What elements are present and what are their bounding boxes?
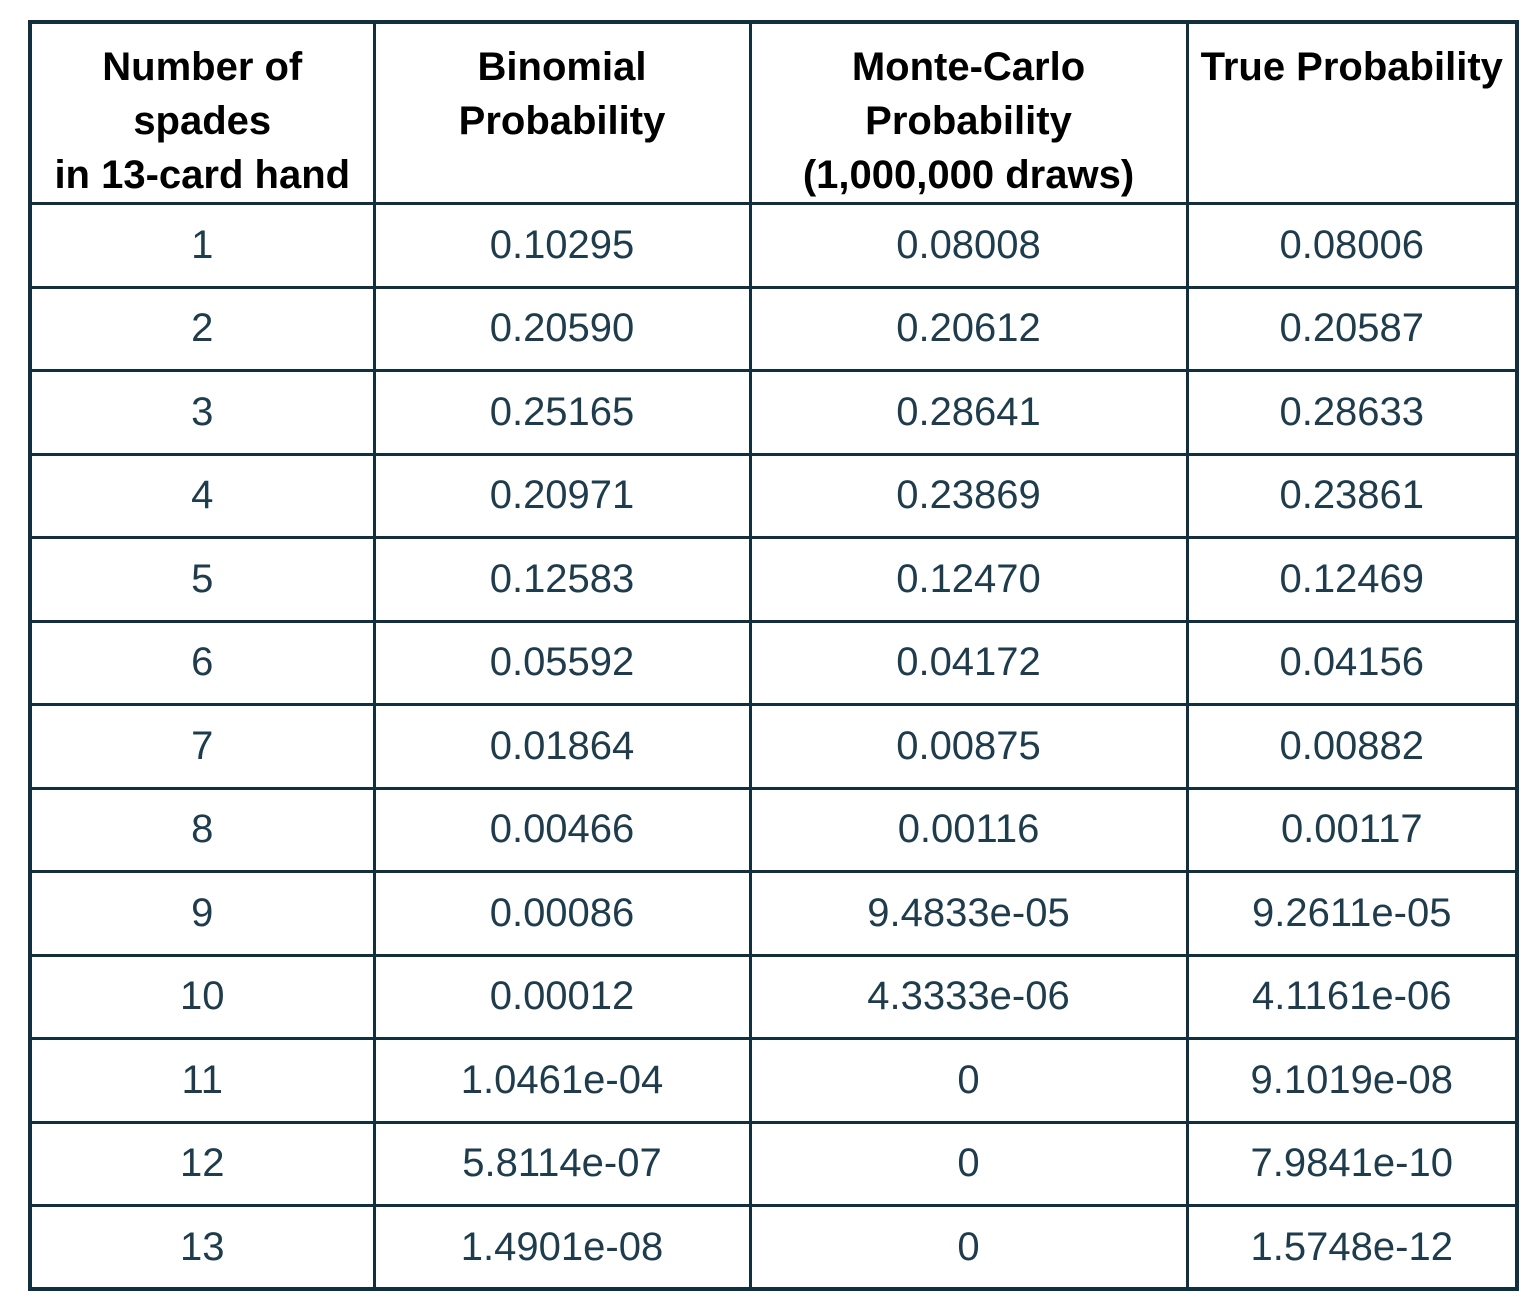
cell-num-spades: 2 (28, 285, 376, 372)
cell-num-spades: 1 (28, 202, 376, 289)
cell-binomial-probability: 0.00012 (372, 953, 752, 1040)
cell-num-spades: 11 (28, 1037, 376, 1124)
cell-binomial-probability: 0.20971 (372, 452, 752, 539)
cell-monte-carlo-probability: 0 (748, 1037, 1189, 1124)
table-row: 4 0.20971 0.23869 0.23861 (28, 452, 1519, 539)
cell-monte-carlo-probability: 0.20612 (748, 285, 1189, 372)
table-row: 3 0.25165 0.28641 0.28633 (28, 369, 1519, 456)
table-row: 2 0.20590 0.20612 0.20587 (28, 285, 1519, 372)
probability-table-container: Number of spades in 13-card hand Binomia… (28, 20, 1519, 1291)
cell-num-spades: 5 (28, 536, 376, 623)
cell-true-probability: 0.12469 (1185, 536, 1519, 623)
cell-true-probability: 0.00117 (1185, 786, 1519, 873)
cell-binomial-probability: 0.25165 (372, 369, 752, 456)
cell-true-probability: 0.23861 (1185, 452, 1519, 539)
cell-true-probability: 0.08006 (1185, 202, 1519, 289)
cell-num-spades: 6 (28, 619, 376, 706)
cell-binomial-probability: 5.8114e-07 (372, 1120, 752, 1207)
cell-num-spades: 4 (28, 452, 376, 539)
cell-monte-carlo-probability: 0.28641 (748, 369, 1189, 456)
cell-monte-carlo-probability: 0 (748, 1120, 1189, 1207)
cell-monte-carlo-probability: 0 (748, 1204, 1189, 1291)
cell-true-probability: 0.00882 (1185, 703, 1519, 790)
header-true-probability: True Probability (1185, 20, 1519, 205)
header-num-spades: Number of spades in 13-card hand (28, 20, 376, 205)
cell-num-spades: 9 (28, 870, 376, 957)
cell-binomial-probability: 0.12583 (372, 536, 752, 623)
cell-binomial-probability: 0.01864 (372, 703, 752, 790)
cell-binomial-probability: 0.20590 (372, 285, 752, 372)
cell-true-probability: 0.28633 (1185, 369, 1519, 456)
cell-num-spades: 7 (28, 703, 376, 790)
cell-monte-carlo-probability: 4.3333e-06 (748, 953, 1189, 1040)
cell-true-probability: 4.1161e-06 (1185, 953, 1519, 1040)
table-row: 10 0.00012 4.3333e-06 4.1161e-06 (28, 953, 1519, 1040)
cell-num-spades: 13 (28, 1204, 376, 1291)
probability-table: Number of spades in 13-card hand Binomia… (28, 20, 1519, 1291)
header-binomial-probability: Binomial Probability (372, 20, 752, 205)
table-row: 11 1.0461e-04 0 9.1019e-08 (28, 1037, 1519, 1124)
cell-num-spades: 10 (28, 953, 376, 1040)
table-row: 13 1.4901e-08 0 1.5748e-12 (28, 1204, 1519, 1291)
cell-num-spades: 8 (28, 786, 376, 873)
table-row: 6 0.05592 0.04172 0.04156 (28, 619, 1519, 706)
cell-binomial-probability: 0.00086 (372, 870, 752, 957)
table-body: 1 0.10295 0.08008 0.08006 2 0.20590 0.20612 0.2… (28, 202, 1519, 1291)
cell-binomial-probability: 1.0461e-04 (372, 1037, 752, 1124)
table-row: 7 0.01864 0.00875 0.00882 (28, 703, 1519, 790)
cell-monte-carlo-probability: 0.12470 (748, 536, 1189, 623)
cell-true-probability: 0.04156 (1185, 619, 1519, 706)
cell-true-probability: 0.20587 (1185, 285, 1519, 372)
cell-true-probability: 9.2611e-05 (1185, 870, 1519, 957)
header-monte-carlo-probability: Monte-Carlo Probability (1,000,000 draws… (748, 20, 1189, 205)
cell-binomial-probability: 1.4901e-08 (372, 1204, 752, 1291)
cell-num-spades: 12 (28, 1120, 376, 1207)
cell-monte-carlo-probability: 0.23869 (748, 452, 1189, 539)
cell-num-spades: 3 (28, 369, 376, 456)
cell-monte-carlo-probability: 0.00875 (748, 703, 1189, 790)
cell-monte-carlo-probability: 0.04172 (748, 619, 1189, 706)
cell-true-probability: 9.1019e-08 (1185, 1037, 1519, 1124)
table-row: 12 5.8114e-07 0 7.9841e-10 (28, 1120, 1519, 1207)
cell-binomial-probability: 0.00466 (372, 786, 752, 873)
table-row: 5 0.12583 0.12470 0.12469 (28, 536, 1519, 623)
cell-binomial-probability: 0.10295 (372, 202, 752, 289)
table-row: 8 0.00466 0.00116 0.00117 (28, 786, 1519, 873)
cell-monte-carlo-probability: 9.4833e-05 (748, 870, 1189, 957)
cell-true-probability: 1.5748e-12 (1185, 1204, 1519, 1291)
table-header-row: Number of spades in 13-card hand Binomia… (28, 20, 1519, 205)
table-row: 9 0.00086 9.4833e-05 9.2611e-05 (28, 870, 1519, 957)
cell-true-probability: 7.9841e-10 (1185, 1120, 1519, 1207)
table-row: 1 0.10295 0.08008 0.08006 (28, 202, 1519, 289)
cell-monte-carlo-probability: 0.00116 (748, 786, 1189, 873)
cell-binomial-probability: 0.05592 (372, 619, 752, 706)
cell-monte-carlo-probability: 0.08008 (748, 202, 1189, 289)
